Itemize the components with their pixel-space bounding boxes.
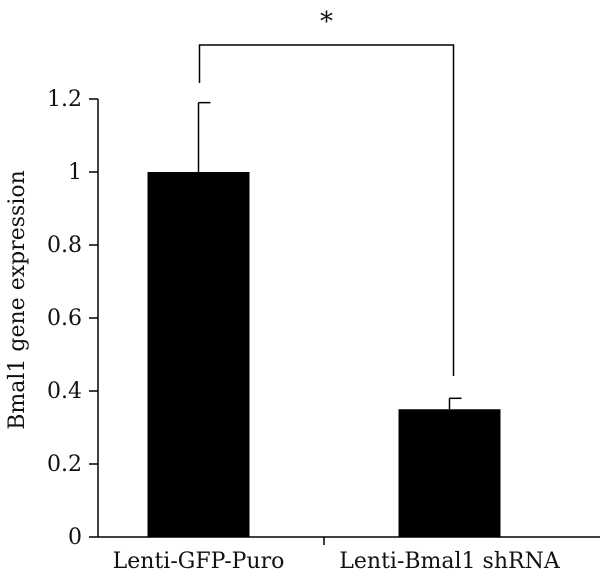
x-axis: Lenti-GFP-Puro Lenti-Bmal1 shRNA [98, 536, 600, 574]
x-tick-label: Lenti-Bmal1 shRNA [339, 549, 561, 574]
y-tick-label: 1.2 [47, 87, 82, 112]
x-tick-label: Lenti-GFP-Puro [113, 549, 285, 574]
bar [398, 409, 501, 537]
significance-bracket: * [198, 7, 455, 376]
y-axis-title: Bmal1 gene expression [5, 170, 30, 430]
y-tick-label: 0.8 [47, 233, 82, 258]
significance-star: * [320, 7, 333, 37]
bracket-line [198, 44, 455, 376]
y-tick-label: 0.6 [47, 306, 82, 331]
error-bars [197, 101, 462, 410]
bars [147, 172, 501, 537]
y-axis: 0 0.2 0.4 0.6 0.8 1 1.2 [47, 87, 99, 550]
y-tick-label: 0 [68, 525, 82, 550]
bar [147, 172, 250, 537]
y-tick-label: 0.4 [47, 379, 82, 404]
y-tick-label: 0.2 [47, 452, 82, 477]
y-tick-label: 1 [68, 160, 82, 185]
